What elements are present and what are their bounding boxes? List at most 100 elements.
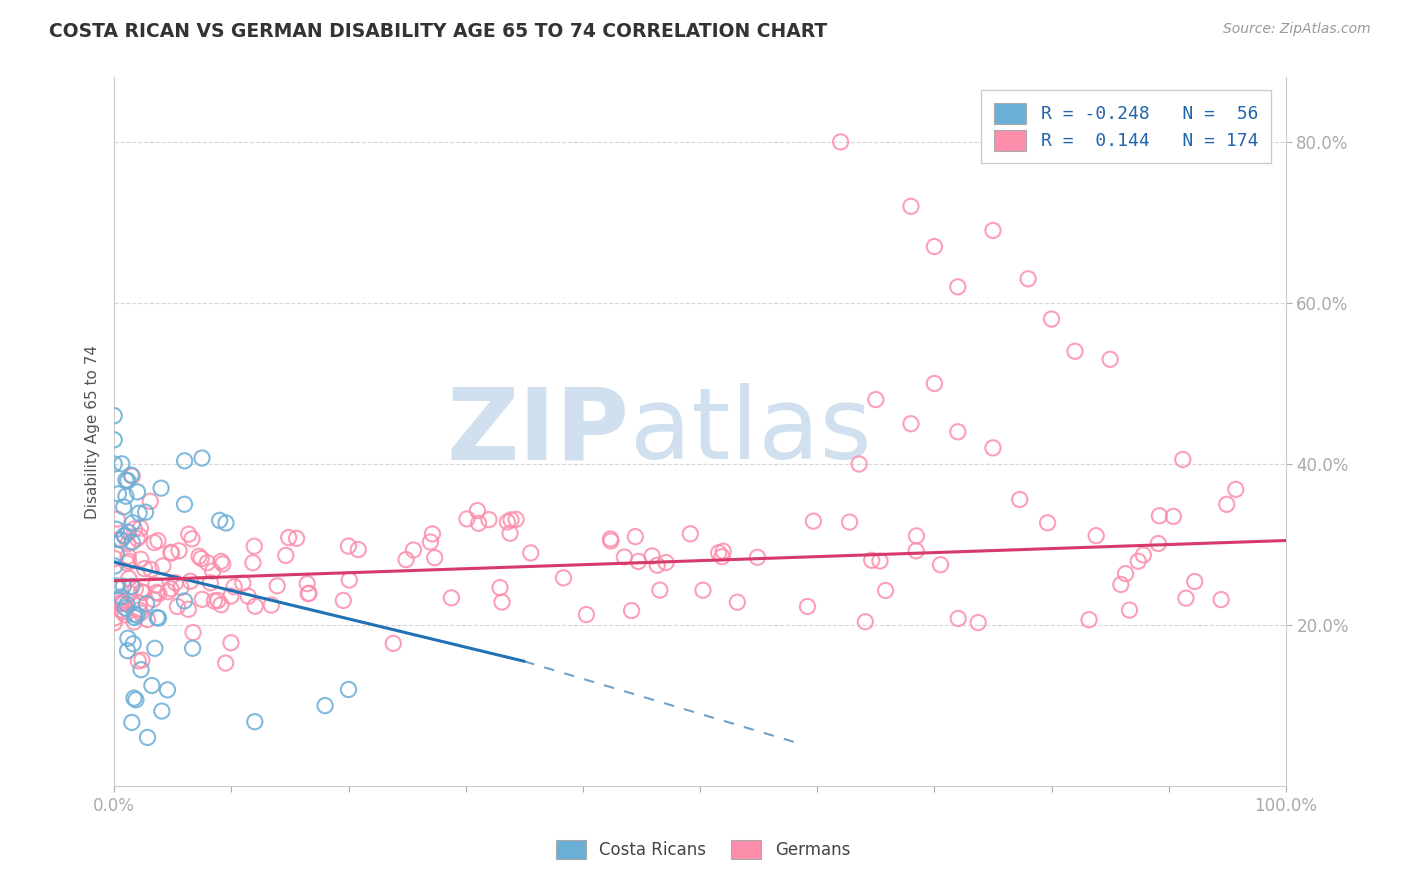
Point (118, 554, 141, 568)
Point (711, 549, 734, 564)
Point (499, 526, 522, 541)
Point (110, 603, 132, 617)
Point (1115, 566, 1137, 581)
Point (118, 586, 141, 600)
Point (127, 532, 149, 546)
Point (285, 532, 308, 546)
Point (838, 515, 860, 529)
Point (118, 571, 141, 585)
Point (1040, 312, 1063, 326)
Point (131, 585, 153, 599)
Point (243, 599, 266, 614)
Point (110, 533, 132, 547)
Point (1132, 548, 1154, 562)
Point (122, 637, 145, 651)
Legend: R = -0.248   N =  56, R =  0.144   N = 174: R = -0.248 N = 56, R = 0.144 N = 174 (981, 90, 1271, 163)
Point (505, 512, 527, 526)
Point (148, 586, 170, 600)
Point (150, 704, 173, 718)
Point (110, 592, 132, 607)
Point (117, 644, 139, 658)
Point (112, 529, 135, 543)
Point (132, 585, 155, 599)
Point (121, 469, 143, 483)
Point (117, 474, 139, 488)
Point (620, 604, 643, 618)
Point (191, 451, 214, 466)
Point (1118, 603, 1140, 617)
Point (124, 522, 146, 536)
Text: atlas: atlas (630, 384, 872, 480)
Point (266, 579, 288, 593)
Point (201, 564, 224, 578)
Point (347, 542, 370, 557)
Point (1215, 497, 1237, 511)
Point (103, 433, 125, 447)
Point (129, 663, 152, 677)
Point (946, 280, 969, 294)
Point (125, 693, 148, 707)
Point (114, 601, 136, 615)
Point (141, 679, 163, 693)
Point (128, 506, 150, 520)
Point (115, 473, 138, 487)
Point (211, 557, 233, 571)
Point (422, 527, 444, 541)
Point (613, 550, 636, 565)
Point (181, 532, 204, 546)
Point (150, 481, 173, 495)
Point (295, 576, 318, 591)
Point (520, 546, 543, 560)
Point (136, 613, 159, 627)
Point (146, 610, 169, 624)
Point (143, 641, 166, 656)
Point (103, 457, 125, 471)
Point (219, 589, 242, 603)
Point (747, 550, 769, 565)
Point (115, 556, 138, 570)
Point (1099, 352, 1122, 367)
Point (143, 535, 166, 549)
Point (105, 512, 128, 526)
Point (121, 516, 143, 530)
Point (946, 425, 969, 439)
Point (112, 596, 135, 610)
Point (173, 497, 195, 511)
Point (190, 551, 212, 566)
Point (114, 528, 136, 542)
Point (120, 468, 142, 483)
Point (645, 558, 668, 573)
Point (209, 598, 232, 612)
Point (641, 549, 664, 563)
Point (277, 531, 299, 545)
Point (467, 503, 489, 517)
Point (134, 561, 156, 575)
Point (112, 500, 135, 514)
Point (1064, 344, 1087, 359)
Legend: Costa Ricans, Germans: Costa Ricans, Germans (548, 831, 858, 868)
Text: Source: ZipAtlas.com: Source: ZipAtlas.com (1223, 22, 1371, 37)
Point (900, 417, 922, 431)
Point (967, 615, 990, 630)
Point (195, 556, 218, 570)
Point (188, 549, 211, 564)
Point (624, 530, 647, 544)
Point (177, 602, 200, 616)
Point (157, 584, 180, 599)
Text: ZIP: ZIP (447, 384, 630, 480)
Point (111, 605, 134, 619)
Point (125, 608, 148, 623)
Point (830, 135, 852, 149)
Point (332, 593, 354, 607)
Point (1128, 554, 1150, 568)
Point (128, 596, 150, 610)
Point (122, 615, 145, 629)
Point (905, 543, 928, 558)
Point (139, 494, 162, 508)
Point (117, 631, 139, 645)
Point (1147, 536, 1170, 550)
Point (1174, 591, 1197, 606)
Point (238, 589, 260, 603)
Point (1008, 492, 1031, 507)
Point (692, 583, 714, 598)
